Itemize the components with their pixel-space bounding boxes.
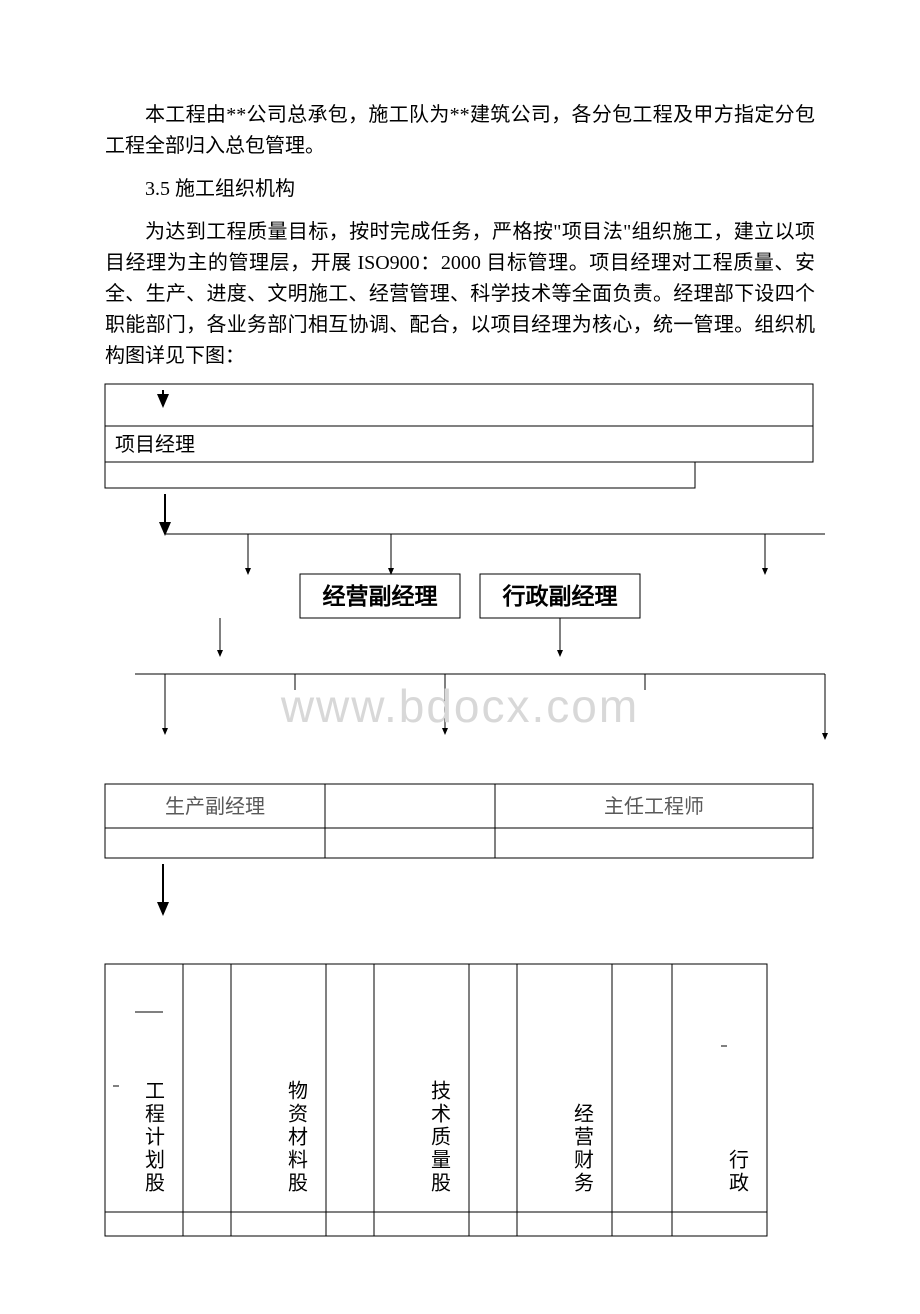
svg-text:财: 财	[574, 1148, 594, 1171]
org-chart-container: 项目经理经营副经理行政副经理生产副经理主任工程师工程计划股物资材料股技术质量股经…	[105, 384, 815, 1254]
svg-text:股: 股	[145, 1172, 165, 1194]
svg-text:工: 工	[145, 1080, 165, 1102]
section-heading: 3.5 施工组织机构	[105, 174, 815, 205]
svg-text:股: 股	[288, 1172, 308, 1194]
svg-text:营: 营	[574, 1125, 594, 1148]
svg-text:材: 材	[288, 1125, 308, 1148]
org-chart-svg: 项目经理经营副经理行政副经理生产副经理主任工程师工程计划股物资材料股技术质量股经…	[105, 384, 825, 1254]
svg-text:股: 股	[431, 1172, 451, 1194]
svg-text:经: 经	[574, 1102, 594, 1125]
svg-text:资: 资	[288, 1102, 308, 1125]
svg-text:行政副经理: 行政副经理	[502, 583, 618, 609]
svg-text:物: 物	[288, 1079, 308, 1102]
svg-text:术: 术	[431, 1102, 451, 1125]
svg-text:生产副经理: 生产副经理	[165, 795, 265, 818]
document-page: 本工程由**公司总承包，施工队为**建筑公司，各分包工程及甲方指定分包工程全部归…	[0, 0, 920, 1314]
svg-text:划: 划	[145, 1148, 165, 1171]
svg-text:量: 量	[431, 1149, 451, 1171]
svg-text:主任工程师: 主任工程师	[604, 795, 704, 818]
svg-text:政: 政	[729, 1171, 749, 1194]
svg-text:质: 质	[431, 1125, 451, 1148]
svg-text:项目经理: 项目经理	[115, 433, 195, 456]
svg-text:程: 程	[145, 1102, 165, 1125]
svg-text:计: 计	[145, 1125, 165, 1148]
paragraph-3: 为达到工程质量目标，按时完成任务，严格按"项目法"组织施工，建立以项目经理为主的…	[105, 217, 815, 372]
svg-text:料: 料	[288, 1148, 308, 1171]
svg-text:经营副经理: 经营副经理	[323, 583, 438, 609]
paragraph-1: 本工程由**公司总承包，施工队为**建筑公司，各分包工程及甲方指定分包工程全部归…	[105, 100, 815, 162]
svg-text:技: 技	[431, 1079, 451, 1102]
svg-text:务: 务	[574, 1171, 594, 1194]
svg-text:行: 行	[729, 1148, 749, 1171]
